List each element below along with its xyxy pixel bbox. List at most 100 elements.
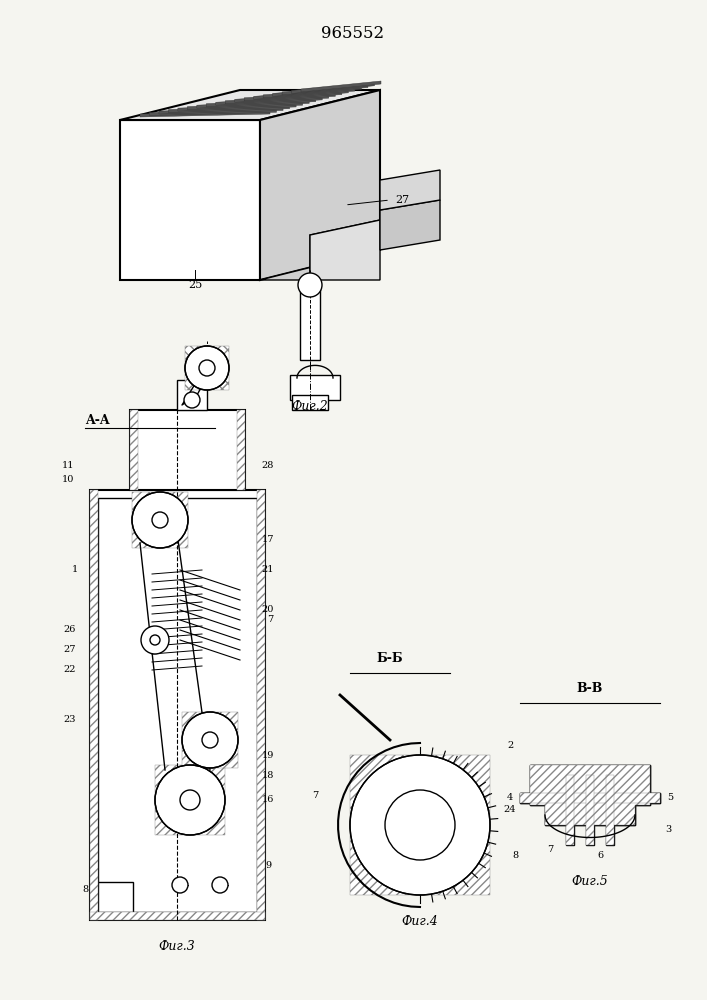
Polygon shape <box>606 775 614 845</box>
Polygon shape <box>90 490 265 920</box>
Polygon shape <box>226 95 329 104</box>
Text: 22: 22 <box>64 666 76 674</box>
Polygon shape <box>140 111 270 117</box>
Circle shape <box>385 790 455 860</box>
Text: 24: 24 <box>504 806 516 814</box>
Circle shape <box>155 765 225 835</box>
Polygon shape <box>132 492 188 548</box>
Polygon shape <box>244 92 341 101</box>
Polygon shape <box>159 107 283 114</box>
Text: 11: 11 <box>62 460 74 470</box>
Text: 10: 10 <box>62 476 74 485</box>
Text: 7: 7 <box>547 846 553 854</box>
Polygon shape <box>120 120 260 280</box>
Circle shape <box>350 755 490 895</box>
Polygon shape <box>197 100 309 108</box>
Text: 16: 16 <box>262 796 274 804</box>
Polygon shape <box>310 220 380 280</box>
Polygon shape <box>178 104 296 111</box>
Text: 1: 1 <box>72 566 78 574</box>
Circle shape <box>132 492 188 548</box>
Text: Фиг.2: Фиг.2 <box>291 400 328 413</box>
Polygon shape <box>263 88 355 98</box>
Circle shape <box>199 360 215 376</box>
Text: Фиг.5: Фиг.5 <box>572 875 609 888</box>
Text: 25: 25 <box>188 280 202 290</box>
Text: 4: 4 <box>507 794 513 802</box>
Polygon shape <box>273 86 361 96</box>
Polygon shape <box>235 93 335 102</box>
Circle shape <box>172 877 188 893</box>
Text: A-A: A-A <box>85 414 110 426</box>
Text: 26: 26 <box>64 626 76 635</box>
Polygon shape <box>149 109 276 116</box>
Text: 18: 18 <box>262 770 274 780</box>
Polygon shape <box>260 90 380 280</box>
Circle shape <box>152 512 168 528</box>
Polygon shape <box>380 200 440 250</box>
Polygon shape <box>90 490 98 920</box>
Circle shape <box>202 732 218 748</box>
Text: 21: 21 <box>262 566 274 574</box>
Polygon shape <box>520 793 660 803</box>
Polygon shape <box>290 375 340 400</box>
Text: 6: 6 <box>597 850 603 859</box>
Text: В-В: В-В <box>577 682 603 695</box>
Polygon shape <box>520 793 660 803</box>
Text: 5: 5 <box>667 794 673 802</box>
Polygon shape <box>182 712 238 768</box>
Polygon shape <box>168 106 290 113</box>
Circle shape <box>141 626 169 654</box>
Polygon shape <box>292 395 328 410</box>
Text: 17: 17 <box>262 536 274 544</box>
Polygon shape <box>130 410 138 490</box>
Polygon shape <box>260 220 380 280</box>
Polygon shape <box>380 170 440 210</box>
Text: 28: 28 <box>262 460 274 470</box>
Text: Фиг.4: Фиг.4 <box>402 915 438 928</box>
Polygon shape <box>98 498 257 912</box>
Text: 23: 23 <box>64 716 76 724</box>
Polygon shape <box>586 775 594 845</box>
Polygon shape <box>257 490 265 920</box>
Text: 2: 2 <box>507 740 513 750</box>
Polygon shape <box>237 410 245 490</box>
Polygon shape <box>530 765 650 825</box>
Circle shape <box>150 635 160 645</box>
Circle shape <box>182 712 238 768</box>
Text: 19: 19 <box>262 750 274 760</box>
Text: Фиг.3: Фиг.3 <box>158 940 195 953</box>
Circle shape <box>184 392 200 408</box>
Polygon shape <box>282 85 368 95</box>
Text: 7: 7 <box>267 615 273 624</box>
Text: 20: 20 <box>262 605 274 614</box>
Polygon shape <box>185 346 229 390</box>
Polygon shape <box>130 410 245 490</box>
Polygon shape <box>98 882 133 912</box>
Text: Б-Б: Б-Б <box>377 652 403 665</box>
Polygon shape <box>90 912 265 920</box>
Polygon shape <box>530 765 650 825</box>
Text: 8: 8 <box>512 850 518 859</box>
Polygon shape <box>216 97 322 105</box>
Text: 27: 27 <box>64 646 76 654</box>
Circle shape <box>180 790 200 810</box>
Text: 7: 7 <box>312 790 318 800</box>
Text: 27: 27 <box>395 195 409 205</box>
Polygon shape <box>254 90 349 99</box>
Text: 9: 9 <box>265 860 271 869</box>
Circle shape <box>212 877 228 893</box>
Polygon shape <box>120 90 380 120</box>
Circle shape <box>298 273 322 297</box>
Polygon shape <box>566 775 574 845</box>
Polygon shape <box>301 81 381 92</box>
Text: 3: 3 <box>665 826 671 834</box>
Polygon shape <box>350 755 490 895</box>
Polygon shape <box>187 102 303 110</box>
Text: 965552: 965552 <box>322 25 385 42</box>
Polygon shape <box>177 380 207 410</box>
Circle shape <box>185 346 229 390</box>
Polygon shape <box>206 99 316 107</box>
Polygon shape <box>300 280 320 360</box>
Polygon shape <box>155 765 225 835</box>
